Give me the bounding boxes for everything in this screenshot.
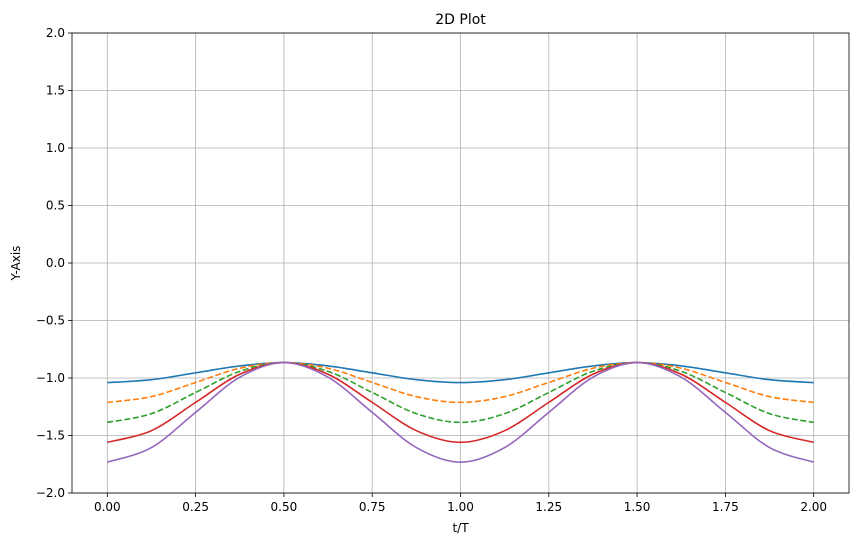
series-line-3 [107,361,814,424]
y-tick-label: 0.0 [46,256,65,270]
y-tick-label: −1.5 [36,429,65,443]
x-axis: 0.00 0.25 0.50 0.75 1.00 1.25 1.50 1.75 2.00 [94,493,827,514]
x-tick-label: 1.50 [624,500,651,514]
series-line-5 [107,361,814,463]
x-tick-label: 2.00 [800,500,827,514]
x-tick-label: 1.75 [712,500,739,514]
series-layer [107,361,814,463]
y-axis: −2.0 −1.5 −1.0 −0.5 0.0 0.5 1.0 1.5 2.0 [36,26,72,500]
y-tick-label: 1.0 [46,141,65,155]
y-tick-label: 1.5 [46,84,65,98]
series-line-4 [107,361,814,444]
x-tick-label: 0.25 [182,500,209,514]
y-tick-label: 0.5 [46,199,65,213]
y-tick-label: −1.0 [36,371,65,385]
grid [72,32,849,494]
x-tick-label: 0.50 [271,500,298,514]
series-line-2 [107,361,814,404]
x-tick-label: 0.75 [359,500,386,514]
x-tick-label: 1.25 [535,500,562,514]
x-tick-label: 0.00 [94,500,121,514]
x-tick-label: 1.00 [447,500,474,514]
y-axis-label: Y-Axis [9,246,23,282]
y-tick-label: −0.5 [36,314,65,328]
x-axis-label: t/T [452,521,469,535]
y-tick-label: 2.0 [46,26,65,40]
y-tick-label: −2.0 [36,486,65,500]
chart-title: 2D Plot [435,12,486,28]
series-line-1 [107,361,814,384]
